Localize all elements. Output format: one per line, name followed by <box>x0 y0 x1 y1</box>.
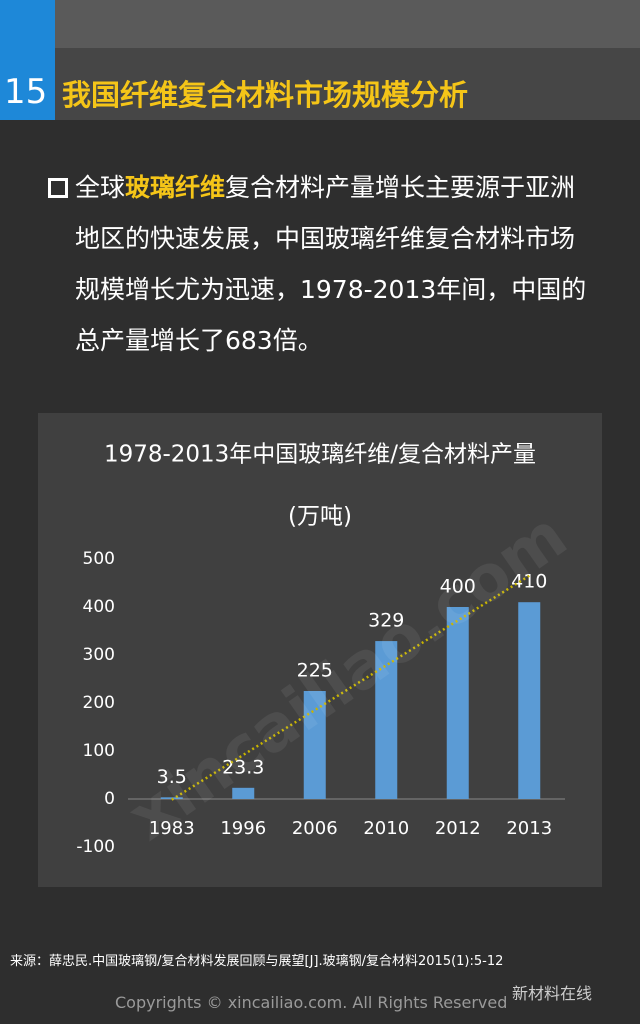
bar <box>160 797 183 799</box>
source: 来源：薛忠民.中国玻璃钢/复合材料发展回顾与展望[J].玻璃钢/复合材料2015… <box>10 954 504 969</box>
number-box <box>0 0 55 120</box>
y-tick-label: 100 <box>83 741 115 761</box>
y-tick-label: 200 <box>83 693 115 713</box>
slide-title: 我国纤维复合材料市场规模分析 <box>62 78 469 112</box>
chart-subtitle: (万吨) <box>288 504 352 530</box>
brand: 新材料在线 <box>512 984 593 1003</box>
lead: 全球 <box>75 173 126 202</box>
copyright: Copyrights © xincailiao.com. All Rights … <box>115 993 508 1012</box>
y-tick-label: -100 <box>76 837 115 857</box>
chart-panel <box>38 413 602 887</box>
title-row <box>0 48 640 120</box>
y-tick-label: 400 <box>83 597 115 617</box>
top-band <box>0 0 640 48</box>
highlight: 玻璃纤维 <box>125 173 226 202</box>
text: 复合材料产量增长主要源于亚洲地区的快速发展，中国玻璃纤维复合材料市场规模增长尤为… <box>75 173 587 355</box>
bar <box>303 691 326 799</box>
value-label: 410 <box>511 571 547 593</box>
bar <box>232 787 255 799</box>
value-label: 225 <box>297 660 333 682</box>
x-tick-label: 2012 <box>435 818 481 839</box>
bullet-box <box>48 178 68 198</box>
slide-number: 15 <box>4 72 48 112</box>
x-tick-label: 1983 <box>149 818 195 839</box>
bar <box>446 607 469 799</box>
x-tick-label: 2006 <box>292 818 338 839</box>
x-tick-label: 1996 <box>220 818 266 839</box>
trendline <box>171 574 530 801</box>
y-tick-label: 300 <box>83 645 115 665</box>
x-tick-label: 2010 <box>363 818 409 839</box>
x-tick-label: 2013 <box>506 818 552 839</box>
value-label: 3.5 <box>157 766 187 788</box>
y-tick-label: 500 <box>83 549 115 569</box>
chart-title: 1978-2013年中国玻璃纤维/复合材料产量 <box>104 442 536 468</box>
bar <box>518 602 541 799</box>
value-label: 329 <box>368 610 404 632</box>
bar <box>375 641 398 799</box>
y-tick-label: 0 <box>104 789 115 809</box>
value-label: 400 <box>440 576 476 598</box>
bullet-text: 全球玻璃纤维复合材料产量增长主要源于亚洲地区的快速发展，中国玻璃纤维复合材料市场… <box>75 162 595 366</box>
